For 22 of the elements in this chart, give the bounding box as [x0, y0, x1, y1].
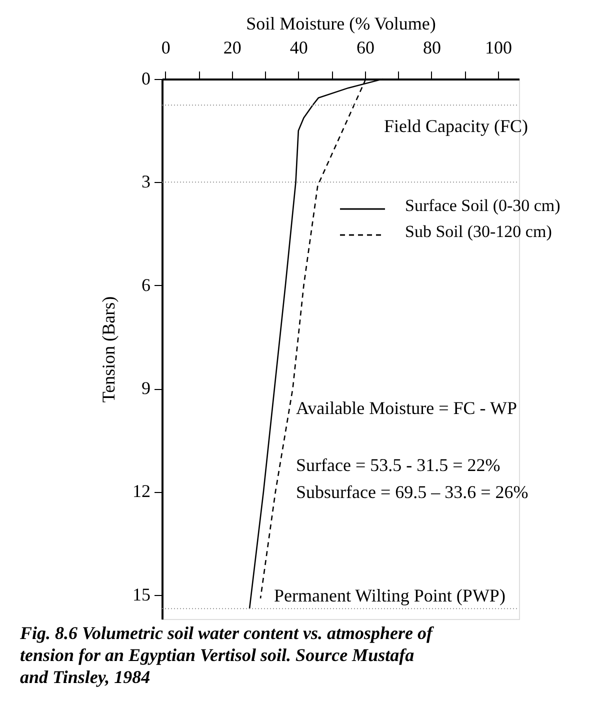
y-tick-label: 12 — [132, 481, 150, 502]
x-tick-label: 20 — [223, 38, 242, 58]
legend-label: Sub Soil (30-120 cm) — [405, 222, 552, 241]
y-tick-label: 6 — [142, 274, 150, 295]
annotation: Available Moisture = FC - WP — [296, 398, 517, 418]
ref-line-label: Permanent Wilting Point (PWP) — [274, 586, 506, 606]
x-tick-label: 0 — [161, 38, 170, 58]
y-axis-title: Tension (Bars) — [98, 296, 118, 403]
caption: Fig. 8.6 Volumetric soil water content vs. atmosphere of tension for an Egyptian Vertisol soil. Source Mustafa and Tinsley, 1984 — [19, 623, 435, 687]
y-tick-label: 9 — [142, 378, 150, 398]
y-tick-label: 3 — [142, 172, 150, 192]
x-axis-title: Soil Moisture (% Volume) — [246, 14, 436, 34]
ref-line-label: Field Capacity (FC) — [384, 116, 528, 136]
x-tick-label: 100 — [485, 38, 512, 58]
x-tick-label: 80 — [422, 38, 441, 58]
x-tick-label: 40 — [290, 38, 308, 58]
annotation: Surface = 53.5 - 31.5 = 22% — [296, 455, 500, 475]
y-tick-label: 0 — [142, 68, 150, 88]
y-tick-label: 15 — [132, 584, 150, 604]
annotation: Subsurface = 69.5 – 33.6 = 26% — [296, 482, 528, 502]
legend-label: Surface Soil (0-30 cm) — [405, 196, 560, 215]
x-tick-label: 60 — [356, 38, 374, 58]
